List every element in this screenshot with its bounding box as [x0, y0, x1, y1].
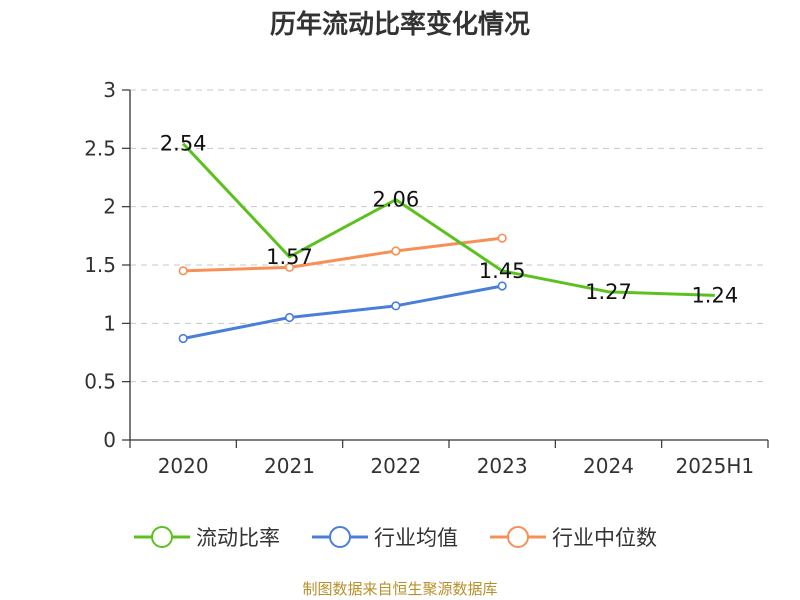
legend-label: 流动比率 [196, 526, 280, 550]
legend-marker [151, 526, 173, 548]
x-tick-label: 2021 [264, 454, 315, 478]
data-label: 1.24 [691, 283, 738, 307]
x-tick-label: 2025H1 [675, 454, 754, 478]
data-point [497, 281, 507, 291]
y-tick-label: 1.5 [84, 253, 116, 277]
data-point [284, 262, 295, 272]
data-point [284, 312, 295, 323]
series-line-0 [182, 142, 715, 297]
legend-marker [507, 526, 529, 548]
y-tick-label: 0.5 [84, 370, 116, 394]
data-point [178, 333, 188, 344]
data-label: 1.45 [479, 259, 526, 283]
data-point [391, 301, 401, 311]
y-tick-label: 3 [103, 78, 116, 102]
legend-label: 行业中位数 [552, 526, 657, 550]
x-tick-label: 2020 [158, 454, 209, 478]
data-label: 1.57 [266, 245, 313, 269]
y-tick-label: 1 [103, 311, 116, 335]
legend-item-0[interactable]: 流动比率 [134, 526, 280, 550]
y-tick-label: 2.5 [84, 136, 116, 160]
source-note: 制图数据来自恒生聚源数据库 [302, 580, 497, 598]
legend-marker [329, 526, 351, 548]
legend-item-2[interactable]: 行业中位数 [490, 526, 657, 550]
data-label: 2.54 [160, 132, 207, 156]
data-label: 2.06 [372, 188, 419, 212]
chart-title: 历年流动比率变化情况 [270, 9, 530, 40]
y-tick-label: 0 [103, 428, 116, 452]
legend-label: 行业均值 [374, 526, 458, 550]
data-label: 1.27 [585, 280, 632, 304]
y-tick-label: 2 [103, 195, 116, 219]
legend[interactable]: 流动比率 行业均值 行业中位数 [134, 526, 657, 550]
legend-item-1[interactable]: 行业均值 [312, 526, 458, 550]
data-point [391, 246, 401, 256]
series-layer [178, 142, 715, 344]
series-line-1 [182, 284, 503, 340]
axes: 0 0.5 1 1.5 2 2.5 3 2020 2021 2022 2023 2024 2025H1 [84, 78, 769, 478]
data-labels: 2.54 1.57 2.06 1.45 1.27 1.24 [160, 132, 738, 308]
x-tick-label: 2023 [477, 454, 528, 478]
grid-lines [130, 89, 768, 383]
series-line-2 [183, 236, 503, 273]
data-point [178, 266, 188, 276]
x-tick-label: 2024 [583, 454, 634, 478]
data-point [497, 233, 507, 243]
x-tick-label: 2022 [370, 454, 421, 478]
